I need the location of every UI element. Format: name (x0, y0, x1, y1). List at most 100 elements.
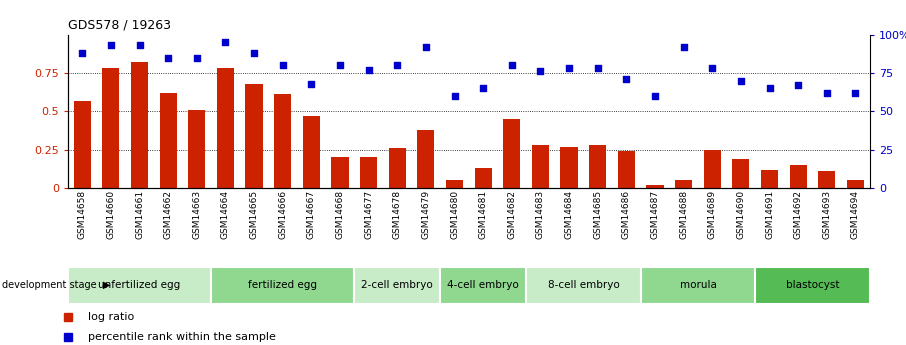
Point (132, 42, 147, 48)
Bar (618, 151, 635, 188)
Point (820, 90, 834, 96)
Point (304, 81, 319, 86)
Bar (418, 130, 435, 188)
Text: GSM14678: GSM14678 (393, 190, 401, 239)
Text: GSM14679: GSM14679 (421, 190, 430, 239)
Text: GSM14681: GSM14681 (478, 190, 487, 239)
Point (705, 66, 719, 71)
Text: GSM14666: GSM14666 (278, 190, 287, 239)
Bar (354, 267, 440, 304)
Bar (131, 62, 148, 188)
Point (390, 62, 404, 68)
Text: GSM14667: GSM14667 (307, 190, 316, 239)
Point (848, 90, 863, 96)
Bar (440, 267, 526, 304)
Point (505, 62, 519, 68)
Text: GSM14668: GSM14668 (335, 190, 344, 239)
Bar (275, 95, 292, 188)
Text: GSM14677: GSM14677 (364, 190, 373, 239)
Text: GSM14661: GSM14661 (135, 190, 144, 239)
Bar (589, 145, 606, 188)
Bar (704, 150, 721, 188)
Bar (732, 159, 749, 188)
Text: fertilized egg: fertilized egg (248, 280, 317, 290)
Text: GSM14683: GSM14683 (536, 190, 545, 239)
Point (275, 62, 290, 68)
Point (791, 82, 805, 88)
Text: 8-cell embryo: 8-cell embryo (547, 280, 620, 290)
Bar (675, 180, 692, 188)
Point (419, 44, 433, 50)
Point (476, 86, 490, 91)
Bar (561, 147, 578, 188)
Point (562, 66, 576, 71)
Point (189, 55, 204, 60)
Point (448, 93, 462, 99)
Point (246, 50, 261, 56)
Point (333, 62, 347, 68)
Bar (503, 119, 520, 188)
Text: GSM14694: GSM14694 (851, 190, 860, 239)
Point (591, 66, 605, 71)
Text: GSM14664: GSM14664 (221, 190, 230, 239)
Text: GSM14663: GSM14663 (192, 190, 201, 239)
Bar (789, 165, 806, 188)
Bar (102, 68, 120, 188)
Bar (332, 157, 349, 188)
Bar (246, 83, 263, 188)
Text: log ratio: log ratio (88, 312, 134, 322)
Text: percentile rank within the sample: percentile rank within the sample (88, 332, 275, 342)
Text: GDS578 / 19263: GDS578 / 19263 (68, 18, 171, 31)
Text: GSM14690: GSM14690 (737, 190, 746, 239)
Text: GSM14684: GSM14684 (564, 190, 573, 239)
Bar (73, 100, 91, 188)
Text: GSM14693: GSM14693 (823, 190, 832, 239)
Text: GSM14689: GSM14689 (708, 190, 717, 239)
Text: 4-cell embryo: 4-cell embryo (448, 280, 519, 290)
Text: GSM14682: GSM14682 (507, 190, 516, 239)
Bar (818, 171, 835, 188)
Point (361, 67, 376, 72)
Bar (446, 180, 463, 188)
Bar (532, 145, 549, 188)
Text: GSM14691: GSM14691 (765, 190, 774, 239)
Point (534, 69, 548, 74)
Bar (475, 168, 492, 188)
Bar (389, 148, 406, 188)
Bar (159, 93, 177, 188)
Point (218, 39, 233, 45)
Point (677, 44, 691, 50)
Text: GSM14658: GSM14658 (78, 190, 87, 239)
Text: 2-cell embryo: 2-cell embryo (361, 280, 433, 290)
Bar (847, 180, 864, 188)
Bar (188, 110, 206, 188)
Bar (756, 267, 870, 304)
Bar (68, 267, 211, 304)
Point (734, 78, 748, 83)
Point (103, 42, 118, 48)
Text: unfertilized egg: unfertilized egg (99, 280, 180, 290)
Text: GSM14685: GSM14685 (593, 190, 602, 239)
Text: GSM14660: GSM14660 (106, 190, 115, 239)
Point (75, 50, 90, 56)
Bar (303, 116, 320, 188)
Text: GSM14687: GSM14687 (651, 190, 660, 239)
Text: blastocyst: blastocyst (786, 280, 839, 290)
Bar (217, 68, 234, 188)
Point (619, 76, 633, 82)
Bar (646, 185, 663, 188)
Bar (360, 157, 377, 188)
Text: GSM14662: GSM14662 (164, 190, 173, 239)
Text: GSM14688: GSM14688 (680, 190, 689, 239)
Text: morula: morula (680, 280, 717, 290)
Point (161, 55, 176, 60)
Bar (526, 267, 641, 304)
Bar (641, 267, 756, 304)
Point (762, 86, 776, 91)
Text: GSM14680: GSM14680 (450, 190, 459, 239)
Bar (211, 267, 354, 304)
Text: GSM14686: GSM14686 (622, 190, 631, 239)
Text: GSM14692: GSM14692 (794, 190, 803, 239)
Text: GSM14665: GSM14665 (249, 190, 258, 239)
Text: development stage  ▶: development stage ▶ (2, 280, 111, 290)
